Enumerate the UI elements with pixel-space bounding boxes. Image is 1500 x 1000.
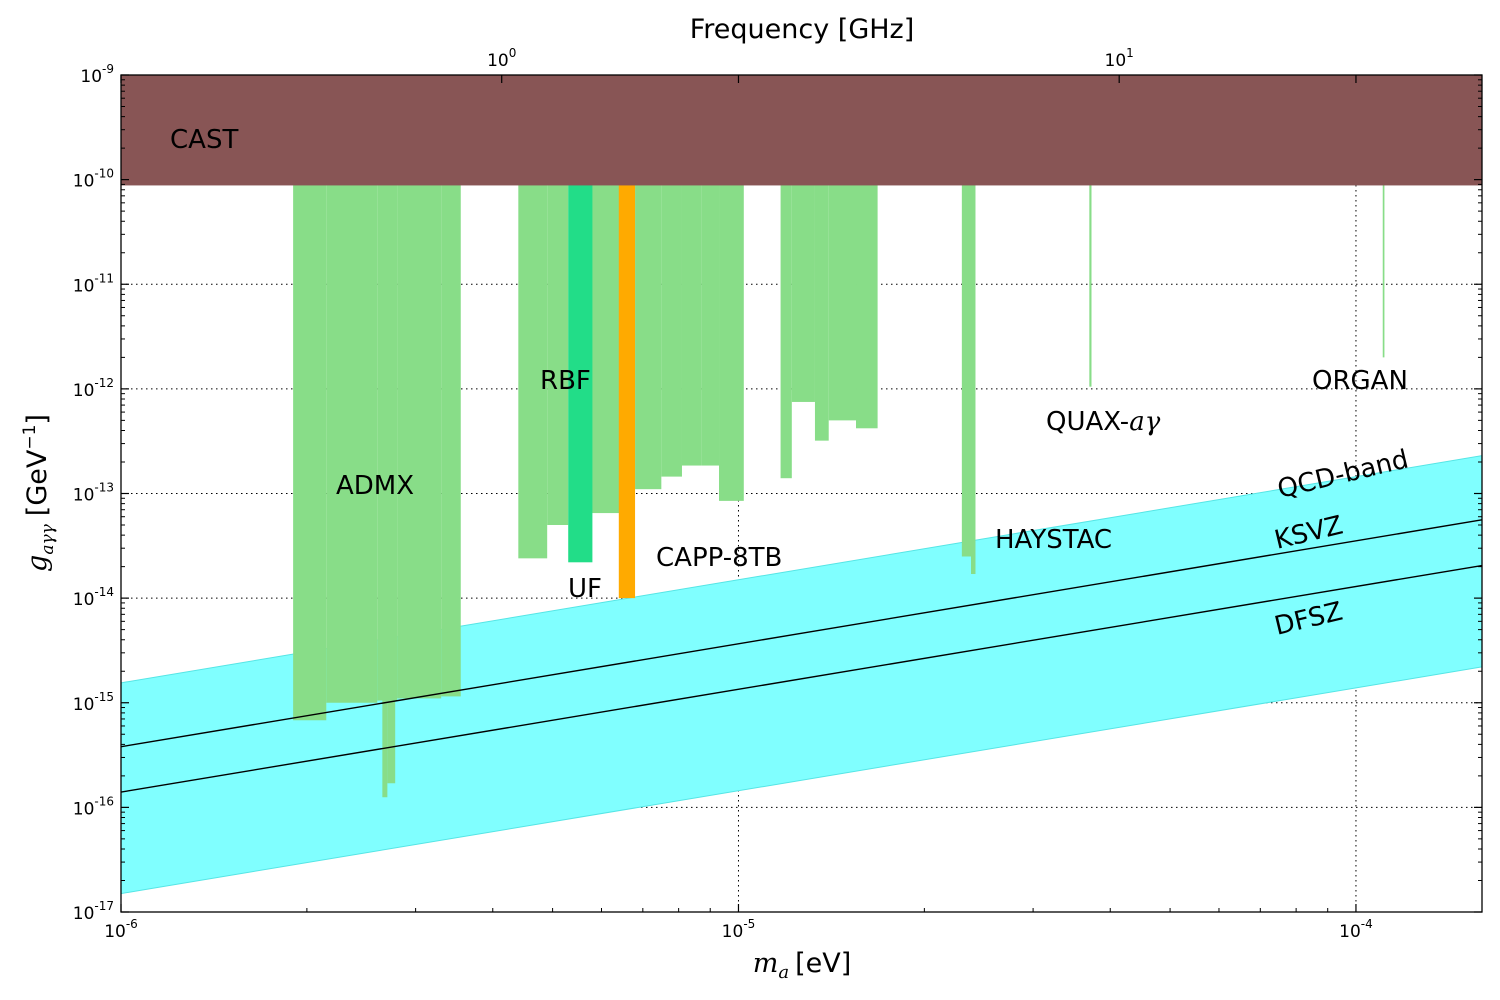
admx-exclusion-bar — [635, 184, 662, 490]
y-axis-unit-exp: −1 — [20, 425, 40, 450]
y-tick-label-exponent: -12 — [94, 376, 114, 390]
x-axis-var: m — [753, 948, 779, 979]
y-tick-label: 10-14 — [73, 585, 114, 610]
organ-label: ORGAN — [1312, 366, 1408, 396]
admx-exclusion-bar — [719, 184, 744, 501]
y-tick-label: 10-11 — [73, 271, 114, 296]
y-tick-label: 10-16 — [73, 794, 114, 819]
y-tick-label-base: 10 — [80, 67, 102, 87]
top-tick-label-exponent: 1 — [1126, 46, 1134, 60]
haystac-exclusion-bar — [971, 184, 976, 575]
y-tick-label-exponent: -17 — [94, 899, 114, 913]
y-axis-unit: [GeV — [22, 449, 53, 516]
y-tick-label-base: 10 — [73, 904, 95, 924]
x-axis-title: ma [eV] — [753, 948, 852, 983]
admx-exclusion-bar — [814, 184, 829, 441]
y-tick-label: 10-9 — [80, 62, 114, 87]
quax-label: QUAX-aγ — [1046, 407, 1161, 437]
admx-exclusion-bar — [326, 184, 378, 703]
admx-exclusion-bar — [856, 184, 878, 429]
quax-label-prefix: QUAX- — [1046, 407, 1129, 437]
y-axis-sub: aγγ — [38, 523, 58, 554]
admx-exclusion-bar — [397, 184, 442, 699]
axis-ticks: 10-6 10-5 10-410-1710-1610-1510-1410-1310-… — [73, 46, 1482, 942]
capp-label: CAPP-8TB — [656, 543, 782, 573]
admx-label: ADMX — [336, 471, 414, 501]
admx-exclusion-bar — [828, 184, 857, 421]
y-tick-label: 10-12 — [73, 376, 114, 401]
top-tick-label-base: 10 — [487, 51, 509, 71]
y-tick-label-exponent: -13 — [94, 481, 114, 495]
admx-exclusion-bar — [547, 184, 569, 525]
admx-exclusion-bar — [701, 184, 720, 466]
y-tick-label: 10-15 — [73, 690, 114, 715]
plot-area — [121, 75, 1482, 912]
organ-exclusion-bar — [1382, 184, 1385, 358]
quax-a-exclusion-bar — [1089, 184, 1092, 387]
y-tick-label: 10-13 — [73, 481, 114, 506]
x-tick-label-exponent: -6 — [126, 917, 138, 931]
admx-exclusion-bar — [518, 184, 548, 559]
x-axis-unit: [eV] — [795, 948, 851, 979]
x-axis-sub: a — [778, 962, 789, 983]
capp-8tb-exclusion-bar — [618, 75, 636, 599]
admx-exclusion-bar — [293, 184, 327, 721]
admx-exclusion-bar — [661, 184, 682, 477]
admx-exclusion-bar — [377, 184, 398, 701]
top-tick-label: 100 — [487, 46, 516, 71]
admx-exclusion-bar — [587, 184, 623, 514]
admx-exclusion-bar — [387, 700, 396, 784]
ksvz-line — [121, 519, 1482, 748]
y-tick-label-exponent: -14 — [94, 585, 114, 599]
admx-exclusion-bar — [791, 184, 815, 402]
data-layer — [121, 75, 1482, 895]
admx-exclusion-bar — [441, 184, 461, 697]
x-tick-label-base: 10 — [1339, 922, 1361, 942]
y-axis-title: gaγγ [GeV−1] — [20, 414, 58, 572]
y-tick-label: 10-10 — [73, 167, 114, 192]
admx-exclusion-bar — [681, 184, 702, 466]
x-tick-label-exponent: -5 — [743, 917, 755, 931]
qcd-band-band — [121, 455, 1482, 895]
quax-label-symbol: aγ — [1129, 407, 1161, 437]
y-tick-label-exponent: -10 — [94, 167, 114, 181]
dfsz-line — [121, 564, 1482, 793]
x-tick-label-exponent: -4 — [1361, 917, 1373, 931]
y-tick-label-base: 10 — [73, 590, 95, 610]
x-tick-label-base: 10 — [722, 922, 744, 942]
cast-label: CAST — [170, 125, 238, 155]
y-tick-label-base: 10 — [73, 486, 95, 506]
admx-exclusion-bar — [382, 700, 388, 798]
x-tick-label-base: 10 — [104, 922, 126, 942]
rbf-label: RBF — [540, 366, 591, 396]
uf-label: UF — [568, 574, 602, 604]
y-tick-label-exponent: -9 — [102, 62, 114, 76]
y-tick-label-base: 10 — [73, 799, 95, 819]
uf-exclusion-bar — [568, 184, 593, 563]
top-axis-title: Frequency [GHz] — [690, 14, 915, 45]
y-tick-label-base: 10 — [73, 381, 95, 401]
x-tick-label: 10-4 — [1339, 917, 1373, 942]
cast-exclusion-bar — [121, 75, 1482, 186]
haystac-exclusion-bar — [961, 184, 972, 557]
y-tick-label-exponent: -16 — [94, 794, 114, 808]
y-tick-label-exponent: -15 — [94, 690, 114, 704]
top-tick-label-exponent: 0 — [509, 46, 517, 60]
y-tick-label-base: 10 — [73, 172, 95, 192]
y-tick-label-base: 10 — [73, 276, 95, 296]
x-tick-label: 10-5 — [722, 917, 756, 942]
haystac-label: HAYSTAC — [995, 525, 1112, 555]
top-tick-label: 101 — [1105, 46, 1134, 71]
y-tick-label: 10-17 — [73, 899, 114, 924]
top-tick-label-base: 10 — [1105, 51, 1127, 71]
y-axis-var: g — [22, 555, 53, 572]
y-axis-unit-close: ] — [22, 414, 53, 425]
x-tick-label: 10-6 — [104, 917, 138, 942]
admx-exclusion-bar — [780, 184, 792, 479]
y-tick-label-base: 10 — [73, 695, 95, 715]
y-tick-label-exponent: -11 — [94, 271, 114, 285]
